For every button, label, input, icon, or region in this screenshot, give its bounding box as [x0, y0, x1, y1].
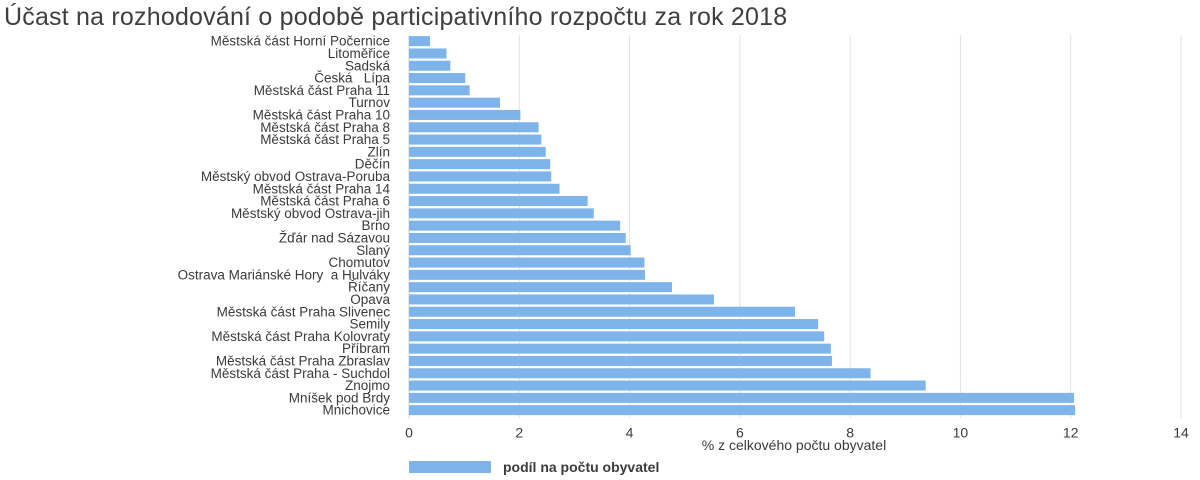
bar [409, 208, 594, 219]
bar [409, 331, 825, 342]
bar [409, 60, 451, 71]
category-label: Mníšek pod Brdy [289, 390, 391, 405]
x-tick-label: 8 [846, 424, 854, 440]
legend-swatch [409, 461, 491, 473]
category-label: Opava [350, 292, 390, 307]
category-label: Ostrava Mariánské Hory a Hulváky [178, 267, 391, 282]
x-axis-ticks: 0 2 4 6 8 10 12 14 [405, 424, 1189, 440]
bar [409, 294, 714, 305]
category-label: Městská část Praha 14 [253, 181, 391, 196]
legend-label: podíl na počtu obyvatel [503, 459, 659, 475]
bar [409, 343, 831, 354]
bar [409, 183, 560, 194]
bar [409, 355, 832, 366]
bar [409, 368, 871, 379]
bar [409, 109, 521, 120]
bar [409, 257, 645, 268]
category-label: Žďár nad Sázavou [279, 230, 390, 245]
bar [409, 245, 631, 256]
bars [409, 36, 1076, 416]
bar [409, 122, 539, 133]
x-tick-label: 12 [1063, 424, 1079, 440]
category-label: Znojmo [345, 378, 390, 393]
category-label: Příbram [342, 341, 390, 356]
category-label: Česká Lípa [314, 71, 390, 86]
bar [409, 282, 673, 293]
bar [409, 171, 552, 182]
bar [409, 146, 546, 157]
bar [409, 405, 1076, 416]
category-label: Městská část Praha Zbraslav [216, 353, 390, 368]
category-label: Městská část Praha 8 [260, 120, 390, 135]
x-tick-label: 10 [953, 424, 969, 440]
category-label: Městská část Praha 11 [254, 83, 390, 98]
category-label: Chomutov [328, 255, 390, 270]
x-tick-label: 4 [626, 424, 634, 440]
category-label: Městská část Praha Kolovraty [211, 329, 390, 344]
bar [409, 306, 795, 317]
category-labels: Městská část Horní PočerniceLitoměřiceSa… [178, 34, 391, 418]
bar [409, 392, 1075, 403]
category-label: Říčany [348, 280, 390, 295]
category-label: Sadská [345, 58, 391, 73]
x-tick-label: 2 [515, 424, 523, 440]
bar [409, 232, 626, 243]
category-label: Děčín [355, 157, 390, 172]
bar [409, 73, 466, 84]
category-label: Zlín [367, 144, 390, 159]
category-label: Turnov [348, 95, 390, 110]
chart-title: Účast na rozhodování o podobě participat… [4, 3, 788, 31]
category-label: Městská část Horní Počernice [211, 34, 390, 49]
bar [409, 269, 646, 280]
category-label: Městský obvod Ostrava-Poruba [201, 169, 391, 184]
category-label: Městská část Praha Slivenec [217, 304, 391, 319]
bar [409, 380, 926, 391]
bar [409, 48, 447, 59]
legend: podíl na počtu obyvatel [409, 459, 659, 475]
category-label: Mnichovice [322, 403, 390, 418]
bar [409, 159, 551, 170]
x-tick-label: 0 [405, 424, 413, 440]
x-tick-label: 14 [1173, 424, 1189, 440]
category-label: Městská část Praha 5 [260, 132, 390, 147]
x-axis-title: % z celkového počtu obyvatel [702, 437, 886, 453]
bar [409, 196, 588, 207]
bar [409, 220, 621, 231]
bar [409, 36, 430, 47]
category-label: Městská část Praha 6 [260, 194, 390, 209]
bar [409, 85, 470, 96]
category-label: Slaný [356, 243, 390, 258]
category-label: Litoměřice [328, 46, 390, 61]
category-label: Městský obvod Ostrava-jih [231, 206, 390, 221]
category-label: Brno [361, 218, 390, 233]
category-label: Městská část Praha 10 [253, 107, 390, 122]
x-tick-label: 6 [736, 424, 744, 440]
category-label: Městská část Praha - Suchdol [211, 366, 390, 381]
bar [409, 134, 542, 145]
bar [409, 319, 819, 330]
category-label: Semily [349, 317, 390, 332]
bar [409, 97, 500, 108]
